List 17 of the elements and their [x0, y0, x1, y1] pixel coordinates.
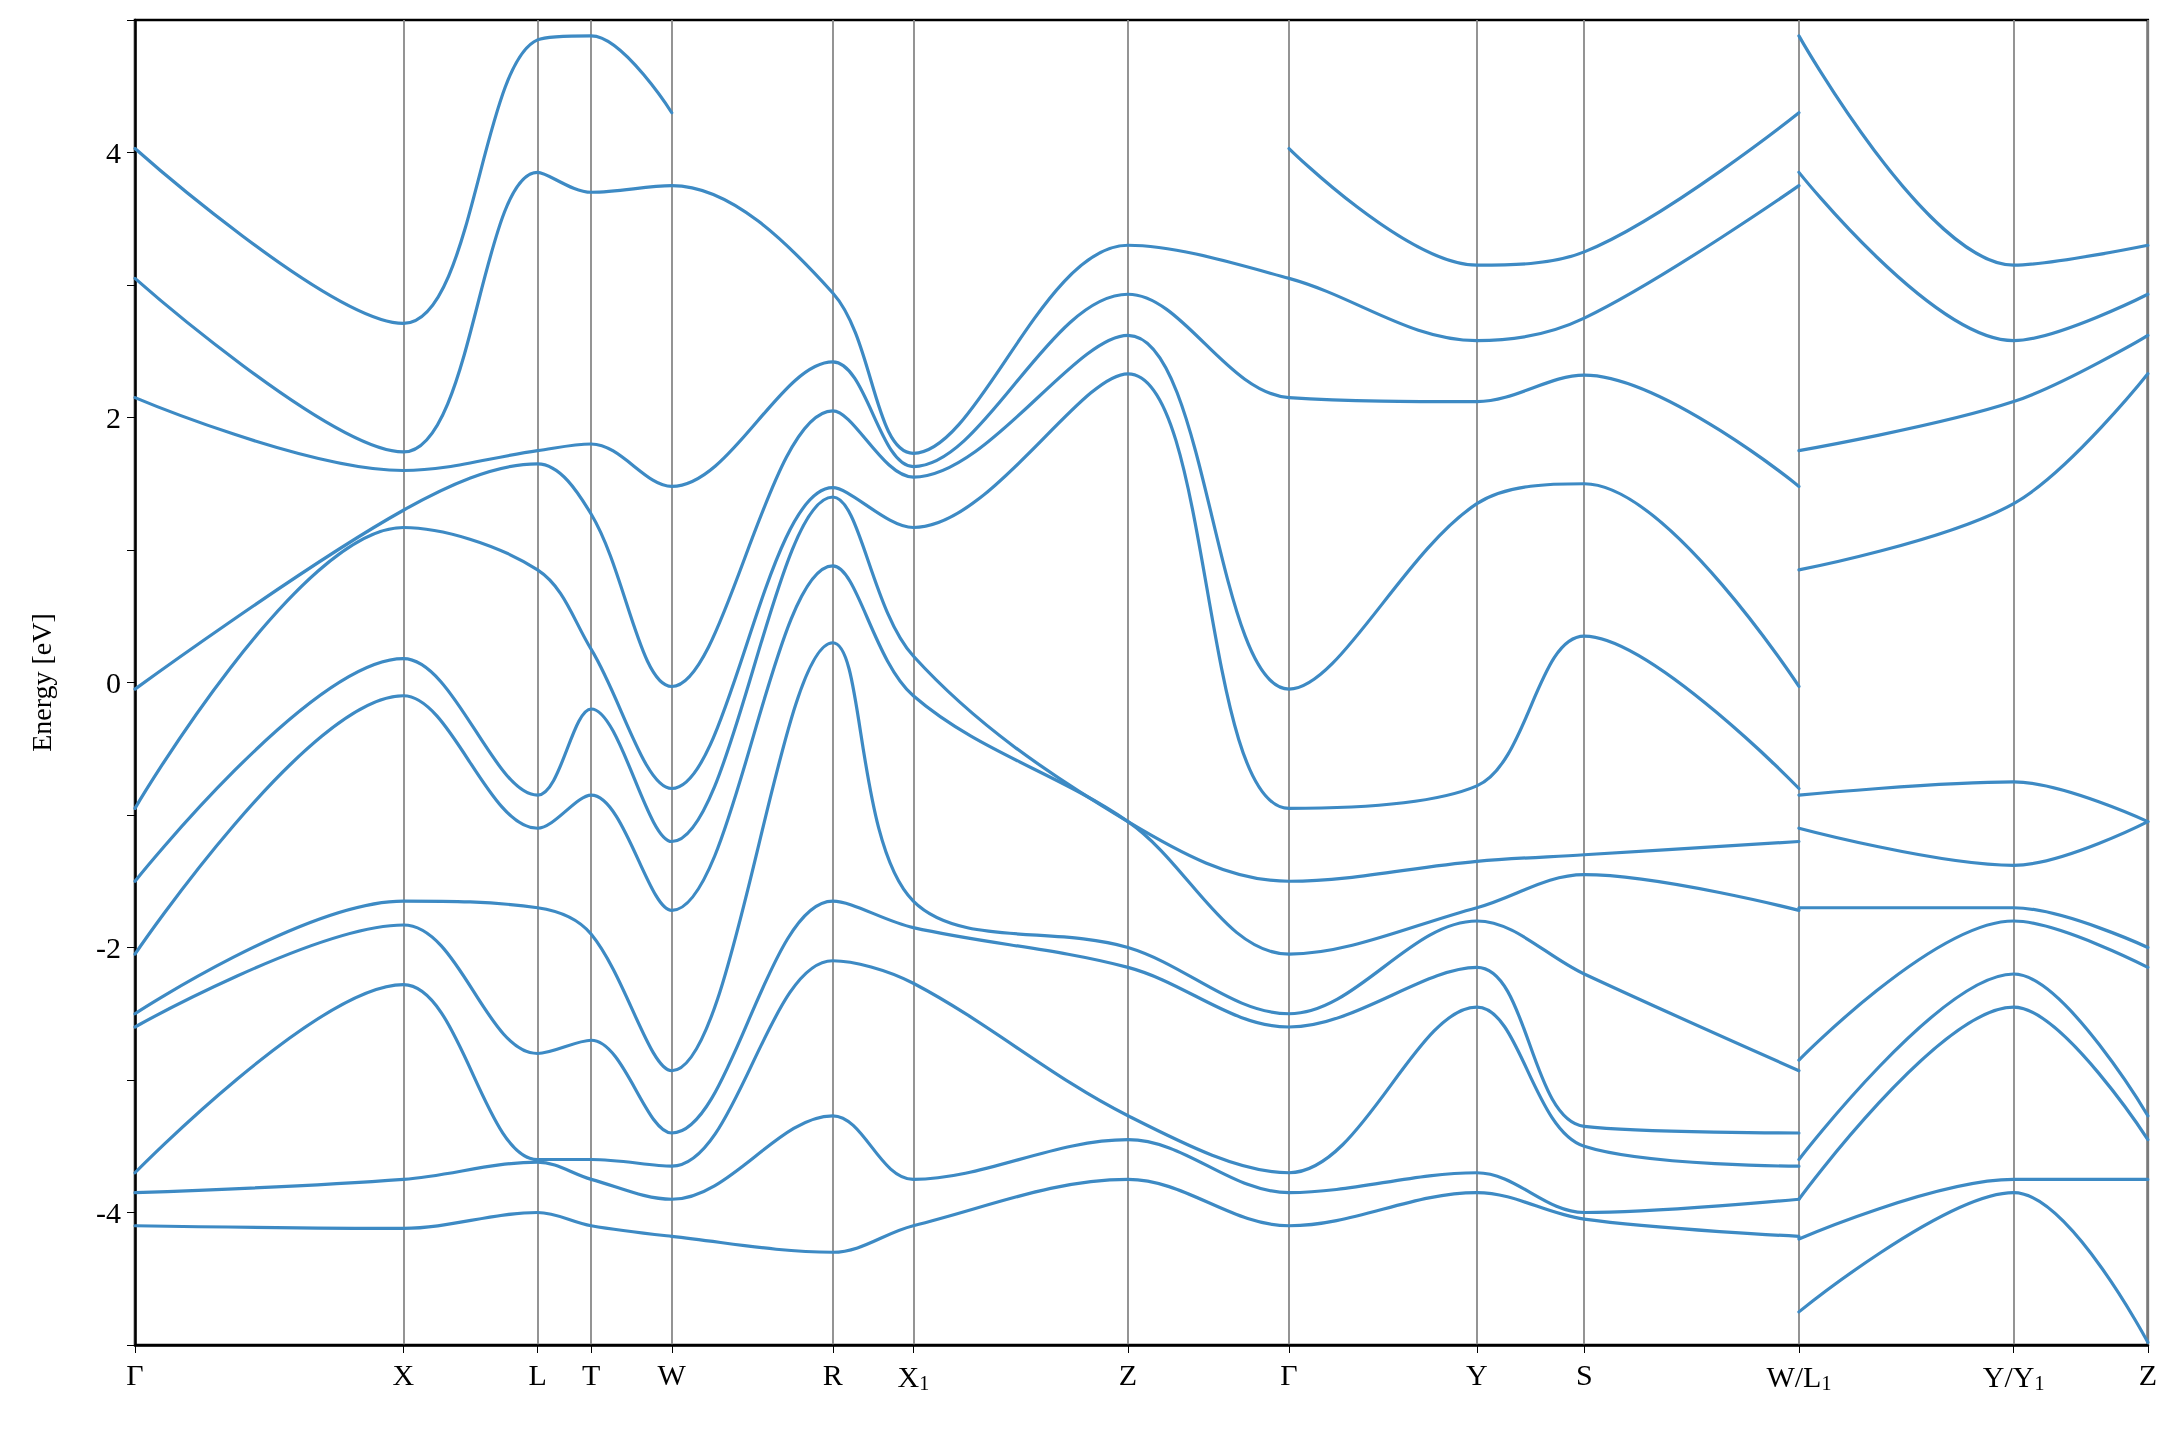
x-tick-label: W — [657, 1357, 687, 1391]
x-tick-label: Γ — [1280, 1357, 1298, 1391]
x-tick-label: L — [528, 1357, 547, 1391]
y-tick-label: 0 — [106, 666, 121, 699]
x-tick-label: X — [392, 1357, 415, 1391]
x-tick-label: S — [1575, 1357, 1593, 1391]
x-tick-label: Γ — [126, 1357, 144, 1391]
y-tick-label: 2 — [106, 401, 121, 434]
x-tick-label: Y — [1466, 1357, 1488, 1391]
x-tick-label: T — [582, 1357, 601, 1391]
y-tick-label: -2 — [96, 931, 121, 964]
x-tick-label: Z — [2138, 1357, 2157, 1391]
x-tick-label: R — [822, 1357, 843, 1391]
y-tick-label: 4 — [106, 136, 121, 169]
y-axis-title: Energy [eV] — [25, 613, 57, 752]
x-tick-label: Z — [1118, 1357, 1138, 1391]
y-tick-label: -4 — [96, 1196, 121, 1229]
